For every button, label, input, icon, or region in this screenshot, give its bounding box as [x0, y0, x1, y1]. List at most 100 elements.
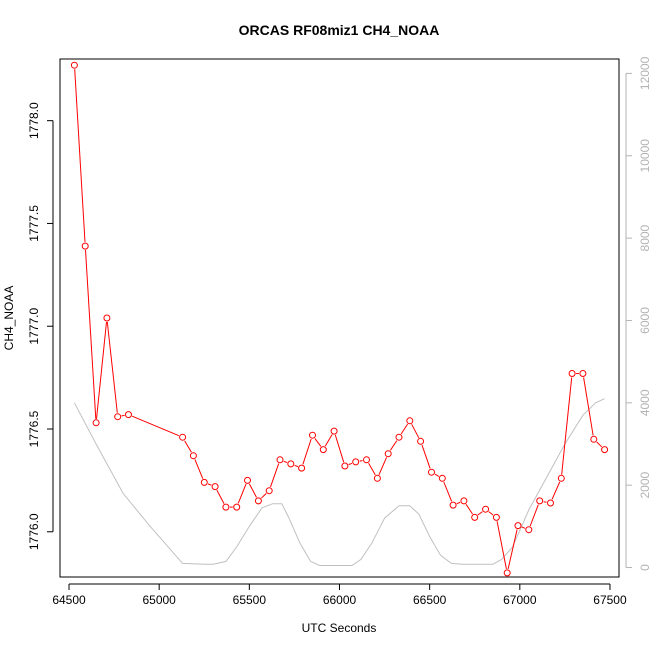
- series-segment: [106, 321, 118, 413]
- series-segment: [121, 414, 125, 417]
- series-segment: [443, 481, 453, 502]
- y-tick-label: 1778.0: [27, 102, 41, 139]
- data-point: [265, 487, 273, 495]
- y2-tick-label: 4000: [638, 389, 650, 416]
- data-point: [103, 314, 111, 322]
- data-point: [525, 526, 533, 534]
- plot-frame: [59, 58, 620, 578]
- series-segment: [596, 441, 603, 448]
- y-tick-label: 1776.5: [27, 410, 41, 447]
- y-tick-label: 1777.5: [27, 205, 41, 242]
- data-point: [254, 497, 262, 505]
- series-segment: [583, 377, 594, 436]
- data-point: [330, 427, 338, 435]
- data-point: [319, 446, 327, 454]
- data-point: [125, 411, 132, 419]
- data-point: [492, 513, 500, 521]
- y2-tick-label: 10000: [638, 139, 650, 173]
- y-tick-label: 1777.0: [27, 308, 41, 345]
- series-segment: [477, 511, 483, 516]
- y-axis-label: CH4_NOAA: [2, 286, 16, 351]
- series-segment: [85, 249, 97, 419]
- data-point: [395, 433, 403, 441]
- data-point: [81, 242, 89, 250]
- series-segment: [434, 473, 440, 477]
- data-point: [189, 452, 197, 460]
- data-point: [601, 446, 609, 454]
- secondary-series-line: [73, 398, 605, 566]
- series-segment: [400, 423, 409, 435]
- series-segment: [207, 483, 212, 486]
- series-segment: [368, 463, 376, 476]
- series-segment: [529, 504, 539, 527]
- series-segment: [456, 501, 461, 505]
- data-point: [287, 460, 295, 468]
- series-segment: [521, 526, 526, 529]
- series-segment: [561, 377, 573, 475]
- data-point: [536, 497, 544, 505]
- series-segment: [260, 493, 267, 499]
- series-segment: [378, 457, 388, 475]
- data-point: [298, 464, 306, 472]
- series-segment: [389, 440, 398, 451]
- chart-title: ORCAS RF08miz1 CH4_NOAA: [239, 22, 440, 38]
- data-point: [276, 456, 284, 464]
- series-segment: [248, 483, 257, 498]
- primary-series: [70, 61, 609, 577]
- series-segment: [132, 415, 180, 437]
- data-point: [384, 450, 392, 458]
- data-point: [590, 435, 598, 443]
- x-tick-label: 66500: [413, 593, 447, 607]
- data-point: [514, 522, 522, 530]
- data-point: [341, 462, 349, 470]
- series-segment: [324, 434, 333, 447]
- data-point: [503, 569, 511, 577]
- x-tick-label: 66000: [323, 593, 357, 607]
- data-point: [211, 483, 219, 491]
- data-point: [92, 419, 100, 427]
- series-segment: [302, 438, 312, 465]
- data-point: [406, 417, 414, 425]
- data-point: [70, 61, 78, 69]
- series-segment: [216, 489, 225, 504]
- series-segment: [507, 529, 518, 570]
- y2-tick-label: 8000: [638, 224, 650, 251]
- series-segment: [421, 444, 431, 469]
- series-segment: [194, 459, 204, 479]
- data-point: [557, 474, 565, 482]
- x-tick-label: 67000: [503, 593, 537, 607]
- y2-tick-label: 6000: [638, 307, 650, 334]
- data-point: [482, 505, 490, 513]
- series-segment: [465, 504, 473, 515]
- data-point: [363, 456, 370, 464]
- series-segment: [294, 464, 299, 468]
- data-point: [449, 501, 457, 509]
- series-segment: [184, 440, 192, 453]
- x-tick-label: 65000: [142, 593, 176, 607]
- y-tick-label: 1776.0: [27, 513, 41, 550]
- data-point: [114, 413, 122, 421]
- series-segment: [74, 69, 86, 243]
- data-point: [200, 478, 208, 486]
- series-segment: [283, 460, 288, 463]
- y2-tick-label: 2000: [638, 472, 650, 499]
- data-point: [547, 499, 554, 507]
- series-segment: [270, 463, 280, 488]
- data-point: [179, 433, 187, 441]
- data-point: [579, 370, 587, 377]
- y2-tick-label: 0: [638, 564, 650, 571]
- x-tick-label: 65500: [233, 593, 267, 607]
- series-segment: [314, 438, 322, 447]
- series-segment: [359, 460, 363, 462]
- x-tick-label: 64500: [52, 593, 86, 607]
- y-axis-right: 0 2000 4000 6000 8000 10000 12000: [625, 56, 650, 571]
- series-segment: [496, 521, 507, 570]
- data-point: [352, 458, 360, 466]
- data-point: [373, 474, 381, 482]
- series-segment: [237, 483, 247, 504]
- data-point: [428, 468, 435, 476]
- y-axis-left: 1776.0 1776.5 1777.0 1777.5 1778.0: [27, 102, 54, 550]
- data-point: [417, 437, 425, 445]
- x-axis: 64500 65000 65500 66000 66500 67000 67500: [52, 583, 627, 607]
